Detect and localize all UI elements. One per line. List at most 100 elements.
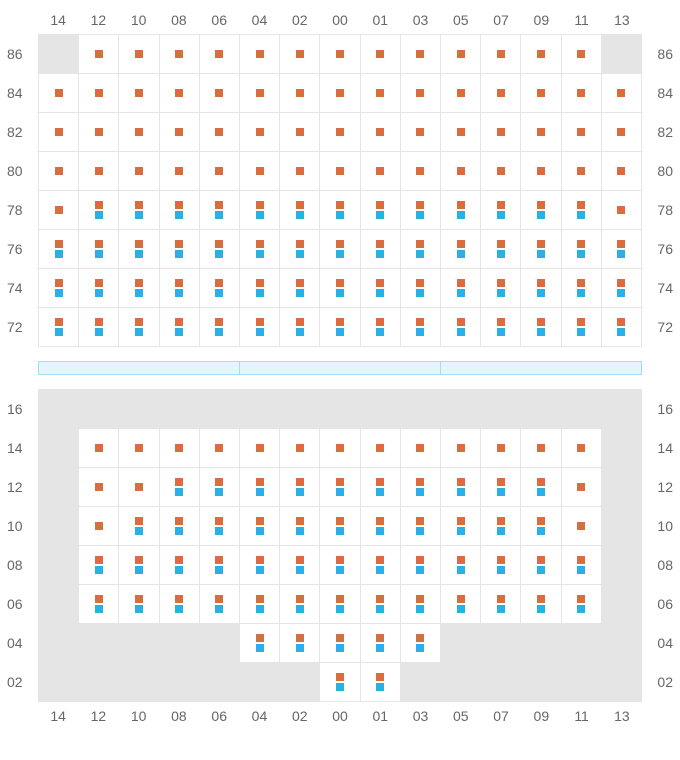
cell-seat[interactable] — [601, 308, 641, 346]
cell-seat[interactable] — [601, 152, 641, 190]
cell-seat[interactable] — [400, 507, 440, 545]
cell-seat[interactable] — [78, 308, 118, 346]
cell-seat[interactable] — [400, 152, 440, 190]
cell-seat[interactable] — [440, 230, 480, 268]
cell-seat[interactable] — [78, 35, 118, 73]
cell-seat[interactable] — [520, 152, 560, 190]
cell-seat[interactable] — [360, 191, 400, 229]
cell-seat[interactable] — [39, 230, 78, 268]
cell-seat[interactable] — [360, 663, 400, 701]
cell-seat[interactable] — [239, 507, 279, 545]
cell-seat[interactable] — [159, 269, 199, 307]
cell-seat[interactable] — [159, 585, 199, 623]
cell-seat[interactable] — [159, 507, 199, 545]
cell-seat[interactable] — [279, 624, 319, 662]
cell-seat[interactable] — [279, 191, 319, 229]
cell-seat[interactable] — [601, 74, 641, 112]
cell-seat[interactable] — [319, 269, 359, 307]
cell-seat[interactable] — [239, 152, 279, 190]
cell-seat[interactable] — [199, 308, 239, 346]
cell-seat[interactable] — [440, 191, 480, 229]
cell-seat[interactable] — [400, 624, 440, 662]
cell-seat[interactable] — [601, 230, 641, 268]
cell-seat[interactable] — [480, 191, 520, 229]
cell-seat[interactable] — [319, 624, 359, 662]
cell-seat[interactable] — [561, 585, 601, 623]
cell-seat[interactable] — [440, 308, 480, 346]
cell-seat[interactable] — [319, 113, 359, 151]
cell-seat[interactable] — [440, 269, 480, 307]
cell-seat[interactable] — [480, 74, 520, 112]
cell-seat[interactable] — [159, 113, 199, 151]
cell-seat[interactable] — [601, 269, 641, 307]
cell-seat[interactable] — [199, 507, 239, 545]
cell-seat[interactable] — [279, 429, 319, 467]
cell-seat[interactable] — [440, 152, 480, 190]
cell-seat[interactable] — [78, 507, 118, 545]
cell-seat[interactable] — [360, 507, 400, 545]
cell-seat[interactable] — [159, 546, 199, 584]
cell-seat[interactable] — [118, 308, 158, 346]
cell-seat[interactable] — [239, 269, 279, 307]
cell-seat[interactable] — [480, 546, 520, 584]
cell-seat[interactable] — [199, 585, 239, 623]
cell-seat[interactable] — [78, 429, 118, 467]
cell-seat[interactable] — [319, 585, 359, 623]
cell-seat[interactable] — [159, 468, 199, 506]
cell-seat[interactable] — [159, 35, 199, 73]
cell-seat[interactable] — [400, 585, 440, 623]
cell-seat[interactable] — [319, 230, 359, 268]
cell-seat[interactable] — [400, 230, 440, 268]
cell-seat[interactable] — [78, 269, 118, 307]
cell-seat[interactable] — [480, 269, 520, 307]
cell-seat[interactable] — [78, 230, 118, 268]
cell-seat[interactable] — [400, 191, 440, 229]
cell-seat[interactable] — [319, 191, 359, 229]
cell-seat[interactable] — [520, 35, 560, 73]
cell-seat[interactable] — [480, 230, 520, 268]
cell-seat[interactable] — [360, 74, 400, 112]
cell-seat[interactable] — [319, 507, 359, 545]
cell-seat[interactable] — [440, 585, 480, 623]
cell-seat[interactable] — [239, 585, 279, 623]
cell-seat[interactable] — [319, 663, 359, 701]
cell-seat[interactable] — [199, 113, 239, 151]
cell-seat[interactable] — [118, 468, 158, 506]
cell-seat[interactable] — [520, 468, 560, 506]
cell-seat[interactable] — [118, 585, 158, 623]
cell-seat[interactable] — [480, 429, 520, 467]
cell-seat[interactable] — [279, 269, 319, 307]
cell-seat[interactable] — [561, 507, 601, 545]
cell-seat[interactable] — [319, 429, 359, 467]
cell-seat[interactable] — [400, 35, 440, 73]
cell-seat[interactable] — [480, 585, 520, 623]
cell-seat[interactable] — [159, 191, 199, 229]
cell-seat[interactable] — [118, 269, 158, 307]
cell-seat[interactable] — [199, 74, 239, 112]
cell-seat[interactable] — [561, 35, 601, 73]
cell-seat[interactable] — [199, 191, 239, 229]
cell-seat[interactable] — [360, 624, 400, 662]
cell-seat[interactable] — [360, 585, 400, 623]
cell-seat[interactable] — [239, 429, 279, 467]
cell-seat[interactable] — [561, 191, 601, 229]
cell-seat[interactable] — [78, 74, 118, 112]
cell-seat[interactable] — [360, 113, 400, 151]
cell-seat[interactable] — [601, 191, 641, 229]
cell-seat[interactable] — [520, 269, 560, 307]
cell-seat[interactable] — [118, 230, 158, 268]
cell-seat[interactable] — [78, 546, 118, 584]
cell-seat[interactable] — [118, 74, 158, 112]
cell-seat[interactable] — [480, 507, 520, 545]
cell-seat[interactable] — [78, 468, 118, 506]
cell-seat[interactable] — [239, 308, 279, 346]
cell-seat[interactable] — [39, 74, 78, 112]
cell-seat[interactable] — [440, 507, 480, 545]
cell-seat[interactable] — [118, 191, 158, 229]
cell-seat[interactable] — [159, 429, 199, 467]
cell-seat[interactable] — [39, 269, 78, 307]
cell-seat[interactable] — [239, 113, 279, 151]
cell-seat[interactable] — [520, 230, 560, 268]
cell-seat[interactable] — [520, 191, 560, 229]
cell-seat[interactable] — [239, 230, 279, 268]
